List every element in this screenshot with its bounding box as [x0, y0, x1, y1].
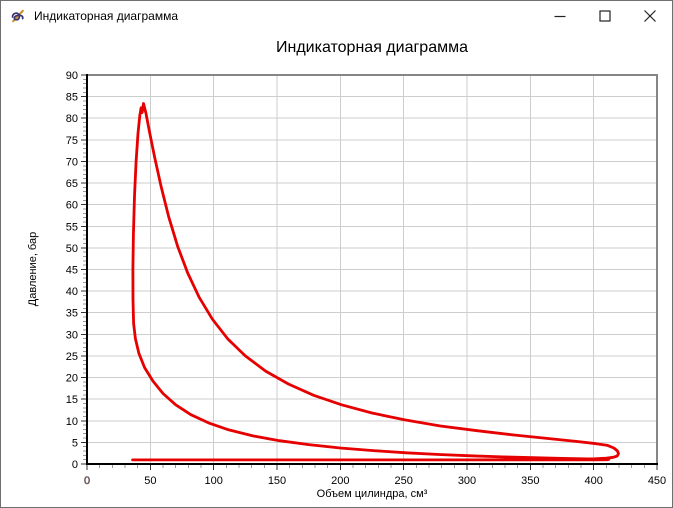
- window-controls: [537, 1, 672, 30]
- y-tick-label: 45: [66, 265, 78, 277]
- x-tick-label: 450: [648, 475, 666, 487]
- x-tick-label: 200: [331, 475, 349, 487]
- y-tick-label: 15: [66, 394, 78, 406]
- chart-area: Индикаторная диаграмма 0 50 100 150 200 250 30…: [1, 30, 672, 507]
- close-button[interactable]: [627, 1, 672, 30]
- close-icon: [643, 9, 656, 22]
- y-tick-label: 80: [66, 113, 78, 125]
- minimize-button[interactable]: [537, 1, 582, 30]
- x-tick-label: 50: [144, 475, 156, 487]
- y-tick-label: 75: [66, 135, 78, 147]
- y-tick-label: 30: [66, 329, 78, 341]
- x-tick-label: 350: [521, 475, 539, 487]
- y-tick-label: 35: [66, 308, 78, 320]
- app-scribble-icon: [11, 9, 24, 22]
- chart-title: Индикаторная диаграмма: [276, 39, 468, 56]
- title-bar[interactable]: Индикаторная диаграмма: [1, 1, 672, 30]
- y-tick-label: 40: [66, 286, 78, 298]
- maximize-icon: [598, 9, 611, 22]
- x-tick-label: 250: [394, 475, 412, 487]
- y-tick-label: 90: [66, 70, 78, 82]
- x-tick-label: 100: [204, 475, 222, 487]
- y-tick-label: 25: [66, 351, 78, 363]
- y-tick-label: 85: [66, 92, 78, 104]
- y-tick-label: 20: [66, 373, 78, 385]
- y-tick-label: 65: [66, 178, 78, 190]
- x-tick-label: 300: [458, 475, 476, 487]
- y-tick-label: 5: [72, 437, 78, 449]
- y-tick-label: 10: [66, 416, 78, 428]
- y-tick-label: 0: [72, 459, 78, 471]
- window-title: Индикаторная диаграмма: [34, 8, 178, 23]
- y-tick-label: 50: [66, 243, 78, 255]
- x-tick-label: 150: [268, 475, 286, 487]
- series-indicator-loop: [131, 102, 620, 462]
- maximize-button[interactable]: [582, 1, 627, 30]
- x-tick-label-highlighted: 0: [84, 475, 90, 487]
- y-tick-label: 60: [66, 200, 78, 212]
- plot-canvas: 0 50 100 150 200 250 300 350 400 450 0 5 10 15 20 25 30 3…: [66, 70, 666, 487]
- y-tick-label: 70: [66, 156, 78, 168]
- x-axis-title: Объем цилиндра, см³: [316, 488, 428, 500]
- x-tick-label: 400: [584, 475, 602, 487]
- y-axis-title: Давление, бар: [27, 231, 39, 307]
- y-tick-label: 55: [66, 221, 78, 233]
- minimize-icon: [554, 15, 565, 17]
